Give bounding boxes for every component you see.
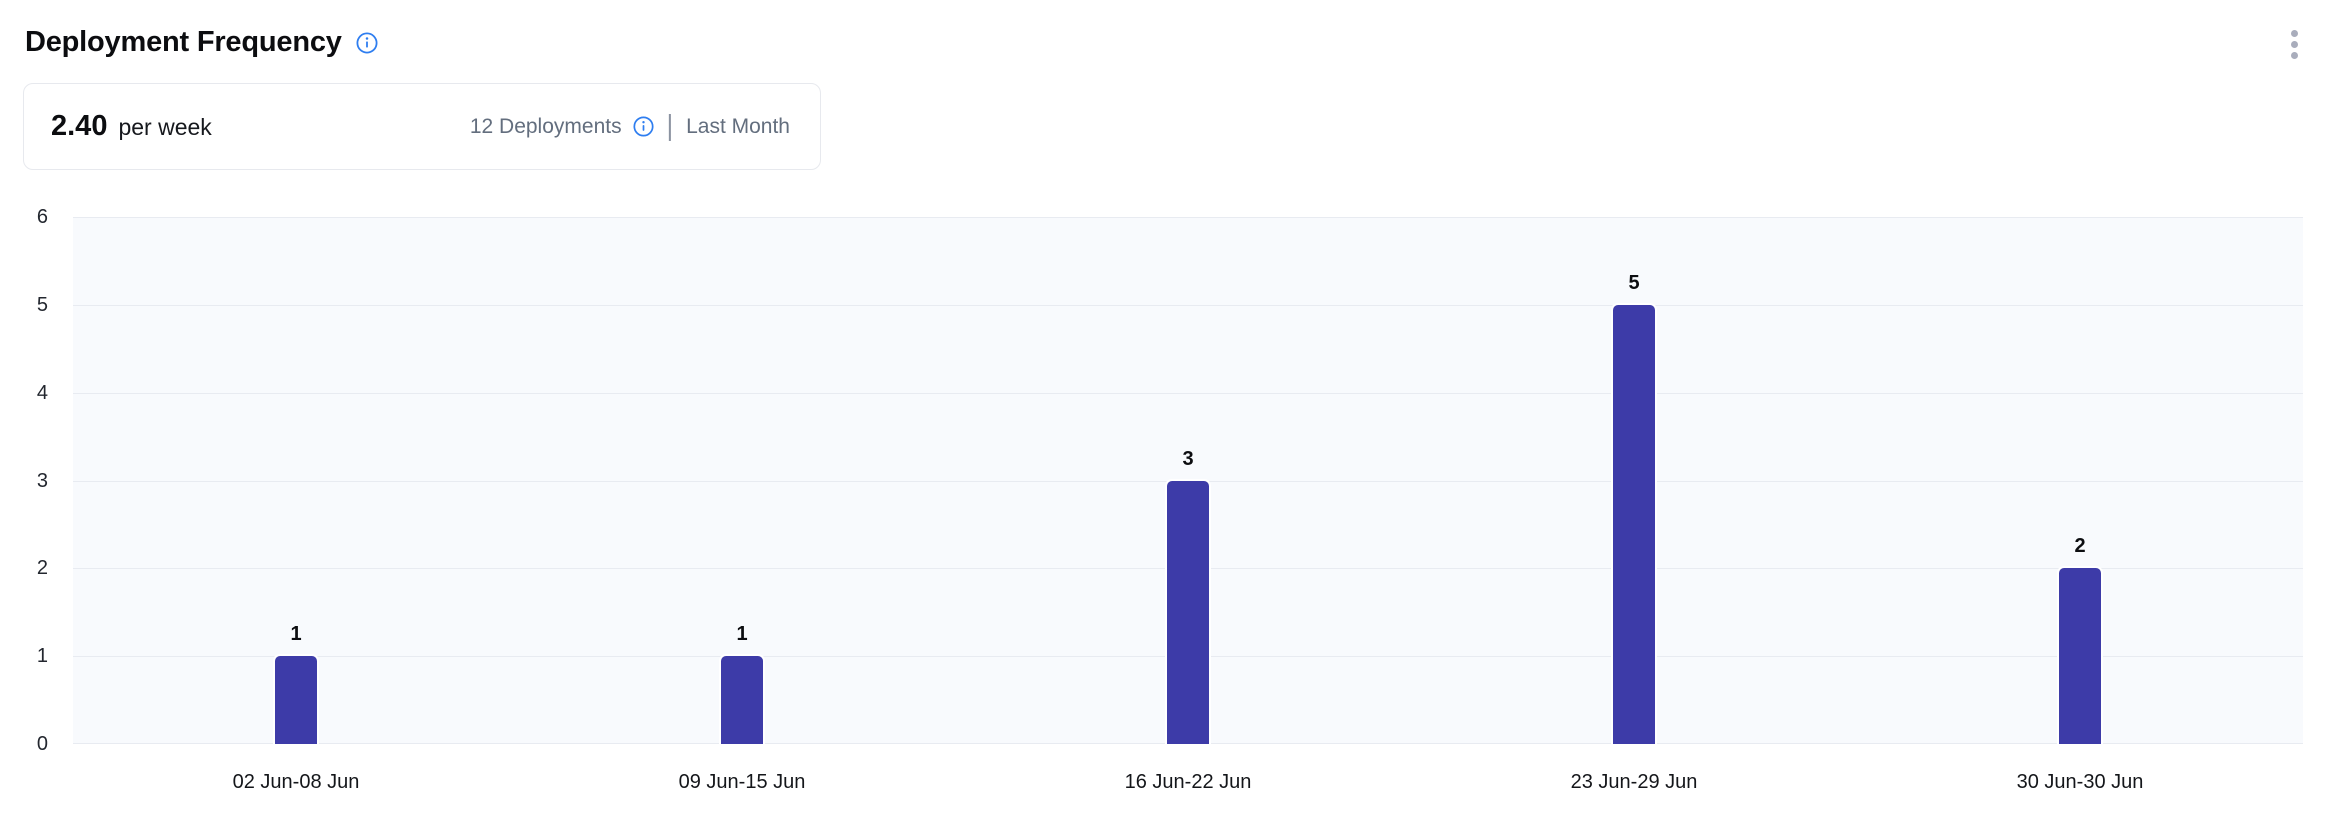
bar-value-label: 3 xyxy=(1182,447,1194,470)
chart-bar[interactable] xyxy=(1167,480,1209,744)
chart-bar[interactable] xyxy=(275,656,317,744)
rate-unit: per week xyxy=(118,114,212,140)
x-axis: 02 Jun-08 Jun 09 Jun-15 Jun 16 Jun-22 Jun 2… xyxy=(73,770,2303,800)
x-axis-tick-label: 30 Jun-30 Jun xyxy=(2016,771,2144,793)
x-axis-tick-label: 09 Jun-15 Jun xyxy=(678,771,806,793)
y-axis-tick-label: 4 xyxy=(36,381,48,404)
bar-value-label: 2 xyxy=(2074,535,2086,558)
y-axis-tick-label: 2 xyxy=(36,557,48,580)
rate-value: 2.40 xyxy=(51,110,108,142)
widget-header: Deployment Frequency xyxy=(25,26,378,59)
y-axis-tick-label: 6 xyxy=(36,206,48,228)
chart-bar[interactable] xyxy=(721,656,763,744)
kebab-dot xyxy=(2290,29,2298,37)
period-label: Last Month xyxy=(686,114,790,138)
meta-divider: | xyxy=(666,109,674,143)
deployment-frequency-chart: 1 1 3 5 2 xyxy=(73,217,2303,744)
bar-value-label: 1 xyxy=(290,623,302,646)
y-axis-tick-label: 1 xyxy=(36,645,48,668)
y-axis: 0 1 2 3 4 5 6 xyxy=(0,207,48,754)
x-axis-tick-label: 02 Jun-08 Jun xyxy=(232,771,360,793)
y-axis-tick-label: 0 xyxy=(36,733,48,755)
y-axis-tick-label: 5 xyxy=(36,293,48,316)
deployments-info-icon[interactable] xyxy=(633,116,654,137)
chart-bar[interactable] xyxy=(1613,304,1655,744)
title-info-icon[interactable] xyxy=(356,31,378,54)
x-axis-tick-label: 16 Jun-22 Jun xyxy=(1124,771,1252,793)
deployments-count-label: 12 Deployments xyxy=(469,114,622,138)
more-options-button[interactable] xyxy=(2276,22,2312,66)
kebab-dot xyxy=(2290,51,2298,59)
bar-value-label: 5 xyxy=(1628,271,1640,294)
chart-bar[interactable] xyxy=(2059,568,2101,744)
gridline xyxy=(73,217,2303,218)
x-axis-tick-label: 23 Jun-29 Jun xyxy=(1570,771,1698,793)
gridline xyxy=(73,304,2303,306)
summary-meta: 12 Deployments | Last Month xyxy=(469,109,790,143)
bar-value-label: 1 xyxy=(736,623,748,646)
y-axis-tick-label: 3 xyxy=(36,469,48,492)
gridline xyxy=(73,392,2303,394)
summary-card: 2.40 per week 12 Deployments | Last Mont… xyxy=(23,83,821,170)
kebab-dot xyxy=(2290,40,2298,48)
summary-rate: 2.40 per week xyxy=(51,110,212,143)
page-title: Deployment Frequency xyxy=(25,26,342,58)
